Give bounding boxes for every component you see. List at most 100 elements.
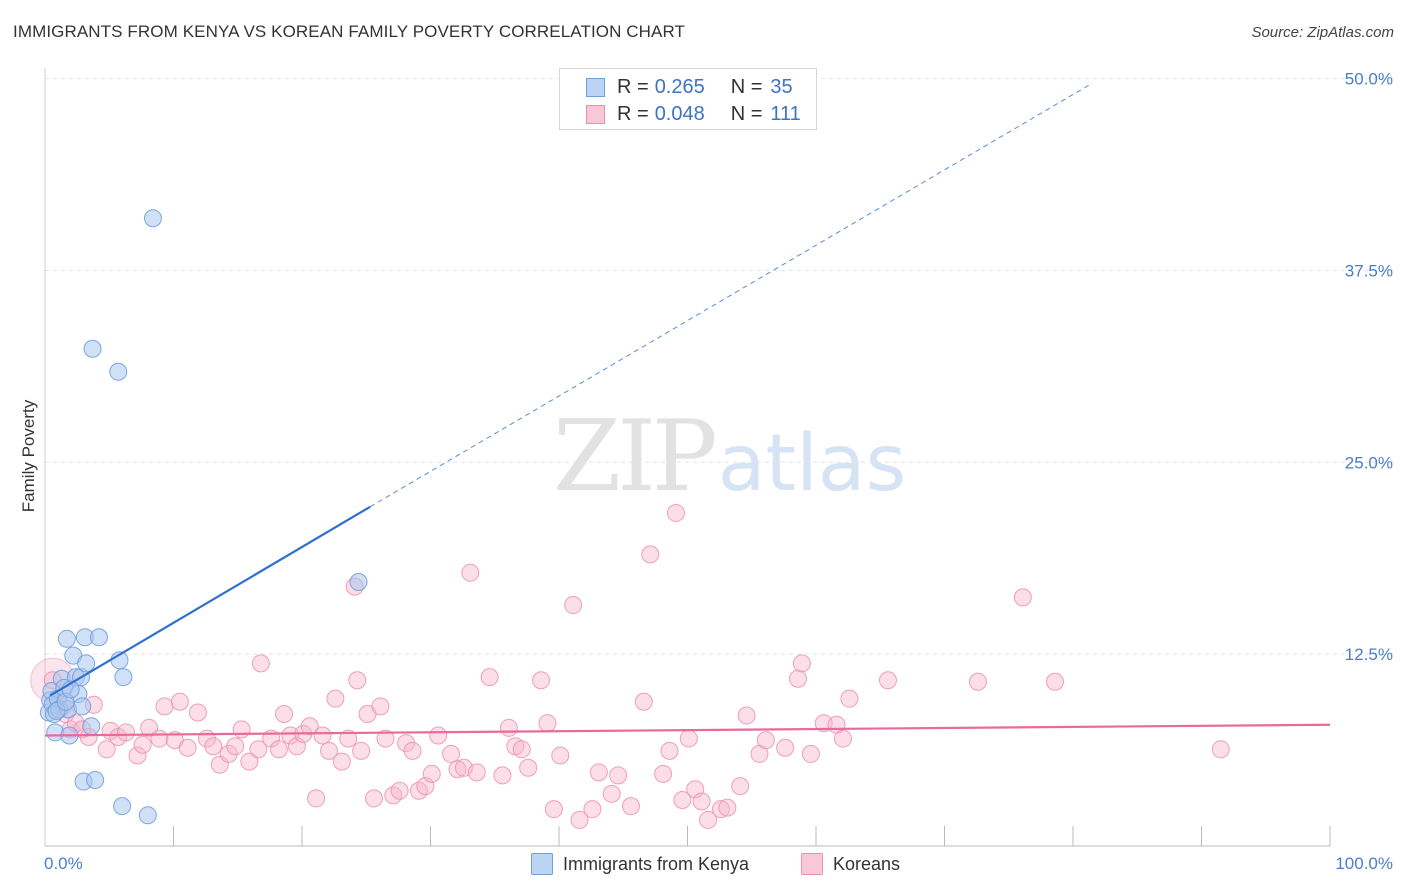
koreans-point-83 xyxy=(660,741,679,760)
koreans-point-99 xyxy=(801,744,820,763)
series-legend-koreans: Koreans xyxy=(801,852,900,876)
koreans-point-74 xyxy=(570,810,589,829)
kenya-point-17 xyxy=(73,697,92,716)
watermark-atlas: atlas xyxy=(717,419,907,509)
zipatlas-watermark: ZIPatlas xyxy=(553,400,906,514)
koreans-point-98 xyxy=(792,654,811,673)
kenya-point-29 xyxy=(138,806,157,825)
koreans-point-65 xyxy=(499,718,518,737)
koreans-point-45 xyxy=(352,741,371,760)
koreans-point-89 xyxy=(699,810,718,829)
koreans-point-70 xyxy=(538,714,557,733)
koreans-point-85 xyxy=(673,790,692,809)
koreans-point-108 xyxy=(1211,740,1230,759)
kenya-trendline xyxy=(49,505,371,697)
series-label-koreans: Koreans xyxy=(833,853,901,874)
kenya-point-20 xyxy=(77,654,96,673)
koreans-point-96 xyxy=(776,738,795,757)
koreans-point-44 xyxy=(348,671,367,690)
koreans-point-88 xyxy=(692,792,711,811)
trend-layer xyxy=(44,82,1331,737)
legend-n-value-kenya: 35 xyxy=(770,75,793,98)
source-label: Source: ZipAtlas.com xyxy=(1251,24,1394,41)
series-swatch-koreans xyxy=(801,853,823,875)
koreans-point-39 xyxy=(319,741,338,760)
kenya-point-27 xyxy=(114,668,133,687)
koreans-point-100 xyxy=(814,714,833,733)
koreans-point-27 xyxy=(240,752,259,771)
legend-r-label: R = xyxy=(617,75,649,98)
legend-r-value-kenya: 0.265 xyxy=(654,75,705,98)
koreans-point-76 xyxy=(589,763,608,782)
koreans-point-84 xyxy=(666,503,685,522)
koreans-point-62 xyxy=(467,763,486,782)
koreans-point-42 xyxy=(339,729,358,748)
koreans-point-92 xyxy=(731,777,750,796)
legend-row-kenya: R = 0.265 N = 35 xyxy=(586,75,793,99)
koreans-point-81 xyxy=(641,545,660,564)
y-tick-label-3: 50.0% xyxy=(1345,70,1393,89)
koreans-point-51 xyxy=(390,781,409,800)
koreans-point-102 xyxy=(833,729,852,748)
koreans-point-37 xyxy=(307,789,326,808)
koreans-point-47 xyxy=(364,789,383,808)
koreans-point-40 xyxy=(326,689,345,708)
y-tick-label-0: 12.5% xyxy=(1345,645,1393,664)
kenya-points xyxy=(39,209,368,825)
koreans-point-25 xyxy=(226,737,245,756)
koreans-point-13 xyxy=(133,735,152,754)
kenya-point-28 xyxy=(113,797,132,816)
koreans-point-38 xyxy=(313,726,332,745)
koreans-point-61 xyxy=(461,563,480,582)
chart-title: IMMIGRANTS FROM KENYA VS KOREAN FAMILY P… xyxy=(13,22,686,41)
legend-n-label: N = xyxy=(730,75,763,98)
koreans-point-72 xyxy=(551,746,570,765)
legend-r-value-koreans: 0.048 xyxy=(654,102,705,125)
y-tick-label-1: 25.0% xyxy=(1345,453,1393,472)
koreans-point-73 xyxy=(564,596,583,615)
series-label-kenya: Immigrants from Kenya xyxy=(563,853,750,874)
koreans-point-26 xyxy=(232,720,251,739)
koreans-point-48 xyxy=(371,697,390,716)
koreans-point-36 xyxy=(300,717,319,736)
kenya-point-30 xyxy=(143,209,162,228)
koreans-point-58 xyxy=(442,744,461,763)
kenya-trendline-extension xyxy=(369,82,1093,508)
koreans-point-105 xyxy=(968,672,987,691)
koreans-point-22 xyxy=(204,737,223,756)
watermark-zip: ZIP xyxy=(553,400,718,514)
koreans-point-32 xyxy=(275,705,294,724)
kenya-point-24 xyxy=(89,628,108,647)
legend-n-value-koreans: 111 xyxy=(770,102,801,125)
koreans-point-18 xyxy=(170,692,189,711)
koreans-point-63 xyxy=(480,668,499,687)
legend-swatch-koreans xyxy=(586,104,605,124)
koreans-point-67 xyxy=(512,740,531,759)
koreans-point-93 xyxy=(737,706,756,725)
kenya-point-25 xyxy=(109,362,128,381)
koreans-point-82 xyxy=(654,764,673,783)
koreans-point-59 xyxy=(448,760,467,779)
koreans-point-50 xyxy=(384,786,403,805)
koreans-point-54 xyxy=(409,781,428,800)
koreans-point-75 xyxy=(583,800,602,819)
koreans-point-15 xyxy=(150,729,169,748)
grid-layer xyxy=(45,78,1393,655)
koreans-point-79 xyxy=(621,797,640,816)
koreans-point-28 xyxy=(249,740,268,759)
koreans-point-103 xyxy=(840,689,859,708)
koreans-point-64 xyxy=(493,766,512,785)
koreans-point-71 xyxy=(544,800,563,819)
legend-n-label: N = xyxy=(730,102,763,125)
koreans-point-20 xyxy=(188,703,207,722)
koreans-point-29 xyxy=(251,654,270,673)
koreans-point-77 xyxy=(602,784,621,803)
kenya-point-23 xyxy=(86,771,105,790)
koreans-point-68 xyxy=(519,758,538,777)
koreans-point-97 xyxy=(789,669,808,688)
koreans-point-12 xyxy=(128,746,147,765)
koreans-point-104 xyxy=(878,671,897,690)
series-legend-kenya: Immigrants from Kenya xyxy=(531,852,749,876)
y-axis-title: Family Poverty xyxy=(19,399,38,512)
